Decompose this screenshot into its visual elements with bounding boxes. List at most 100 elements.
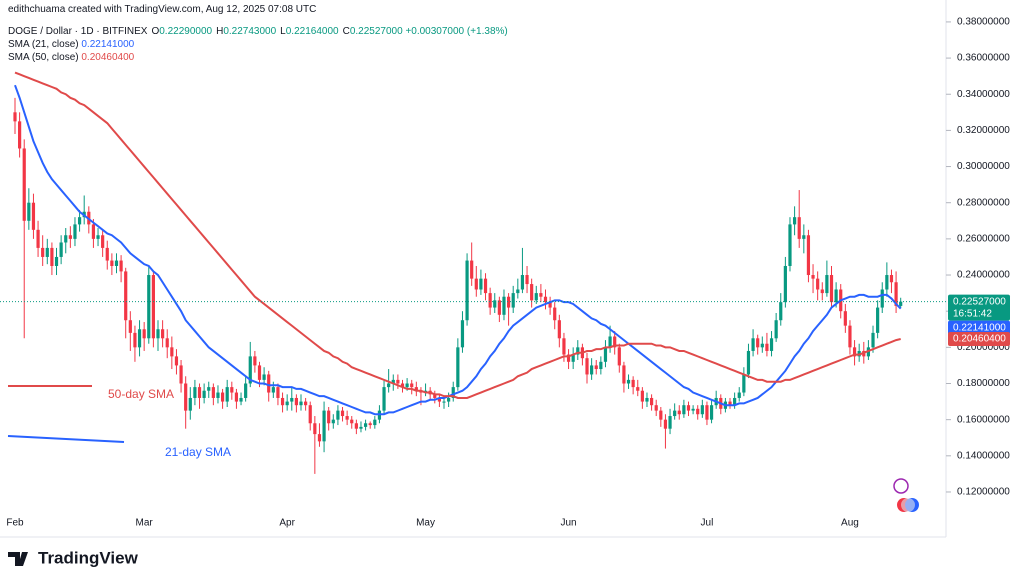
candle-body [691,408,695,411]
candle-body [673,410,677,417]
candle-body [248,356,252,384]
candle-body [483,278,488,294]
candle-body [147,275,151,339]
candle-body [520,275,525,290]
x-tick-label: May [416,518,435,529]
candle-body [202,390,206,398]
candle-body [239,397,243,402]
candle-body [871,332,875,348]
candle-body [603,347,608,362]
candle-body [806,235,811,276]
candle-body [811,275,815,279]
candle-body [313,423,317,435]
candle-body [437,397,441,402]
candle-body [843,311,847,326]
candle-body [31,202,36,230]
candle-body [599,361,603,370]
candle-body [114,260,119,266]
candle-body [797,217,801,239]
candle-body [170,347,174,357]
legend-value: 0.22164000 [285,26,339,37]
candle-body [502,296,506,315]
candle-body [373,419,377,426]
candle-body [211,387,215,398]
legend-value: 0.22290000 [159,26,213,37]
sma-line [14,84,902,416]
candle-body [234,392,239,402]
candle-body [894,282,898,306]
candle-body [110,260,114,266]
candle-body [470,260,474,279]
candle-body [576,347,580,355]
candle-body [774,320,778,339]
candle-body [899,301,903,306]
candle-body [331,419,335,424]
legend-key: C [342,26,350,37]
sma-value: 0.22141000 [81,39,135,50]
candle-body [571,354,575,362]
candle-body [636,387,640,391]
candle-body [161,329,165,339]
candle-body [640,390,644,402]
candle-body [511,293,515,308]
candle-body [271,387,275,393]
sma-tag [948,320,1010,335]
candle-body [174,356,179,366]
candle-body [59,242,63,257]
candle-body [516,289,520,294]
candle-body [382,387,386,411]
x-tick-label: Aug [841,518,859,529]
annotation-line [7,435,125,443]
candle-body [820,289,824,294]
candle-body [359,426,363,429]
sma-name: SMA (50, close) [8,52,79,63]
candle-body [133,332,137,348]
candle-body [802,235,806,239]
legend-key: H [216,26,224,37]
candle-body [308,405,312,424]
candle-body [686,405,691,411]
candle-body [45,247,49,257]
candle-body [543,296,548,303]
candle-body [631,379,635,388]
candle-body [530,284,534,301]
candle-body [91,224,96,239]
price-tag-label: 0.22527000 [953,296,1006,307]
candle-body [474,278,478,290]
sma-line [14,71,901,399]
annotation: 50-day SMA [108,387,174,401]
candle-body [848,325,852,348]
candle-body [456,347,460,388]
candle-body [534,293,538,301]
candle-body [792,217,797,225]
candle-body [165,338,169,348]
candle-body [613,336,617,348]
candle-body [77,217,82,225]
candle-body [585,358,589,375]
candle-body [36,229,40,248]
legend-value: 0.22743000 [223,26,277,37]
candle-body [742,374,746,393]
candle-body [751,338,755,351]
candle-body [184,383,188,411]
symbol-legend: DOGE / Dollar · 1D · BITFINEX O0.22290000… [8,26,508,37]
candle-body [885,275,889,290]
candle-body [663,419,668,429]
candle-body [207,387,211,391]
candle-body [410,383,414,388]
candle-body [363,423,368,427]
candle-body [479,278,483,290]
candle-body [18,121,22,149]
candle-body [327,410,331,424]
candle-body [151,275,155,339]
alert-icons [893,478,919,512]
candle-body [760,343,764,348]
y-tick-label: 0.18000000 [957,378,1010,389]
candle-body [396,379,400,384]
candle-body [746,350,751,375]
candle-body [880,289,884,308]
change: +0.00307000 (+1.38%) [405,26,508,37]
candle-body [834,289,838,303]
sma-tag-label: 0.20460400 [953,334,1006,345]
candle-body [617,347,621,366]
